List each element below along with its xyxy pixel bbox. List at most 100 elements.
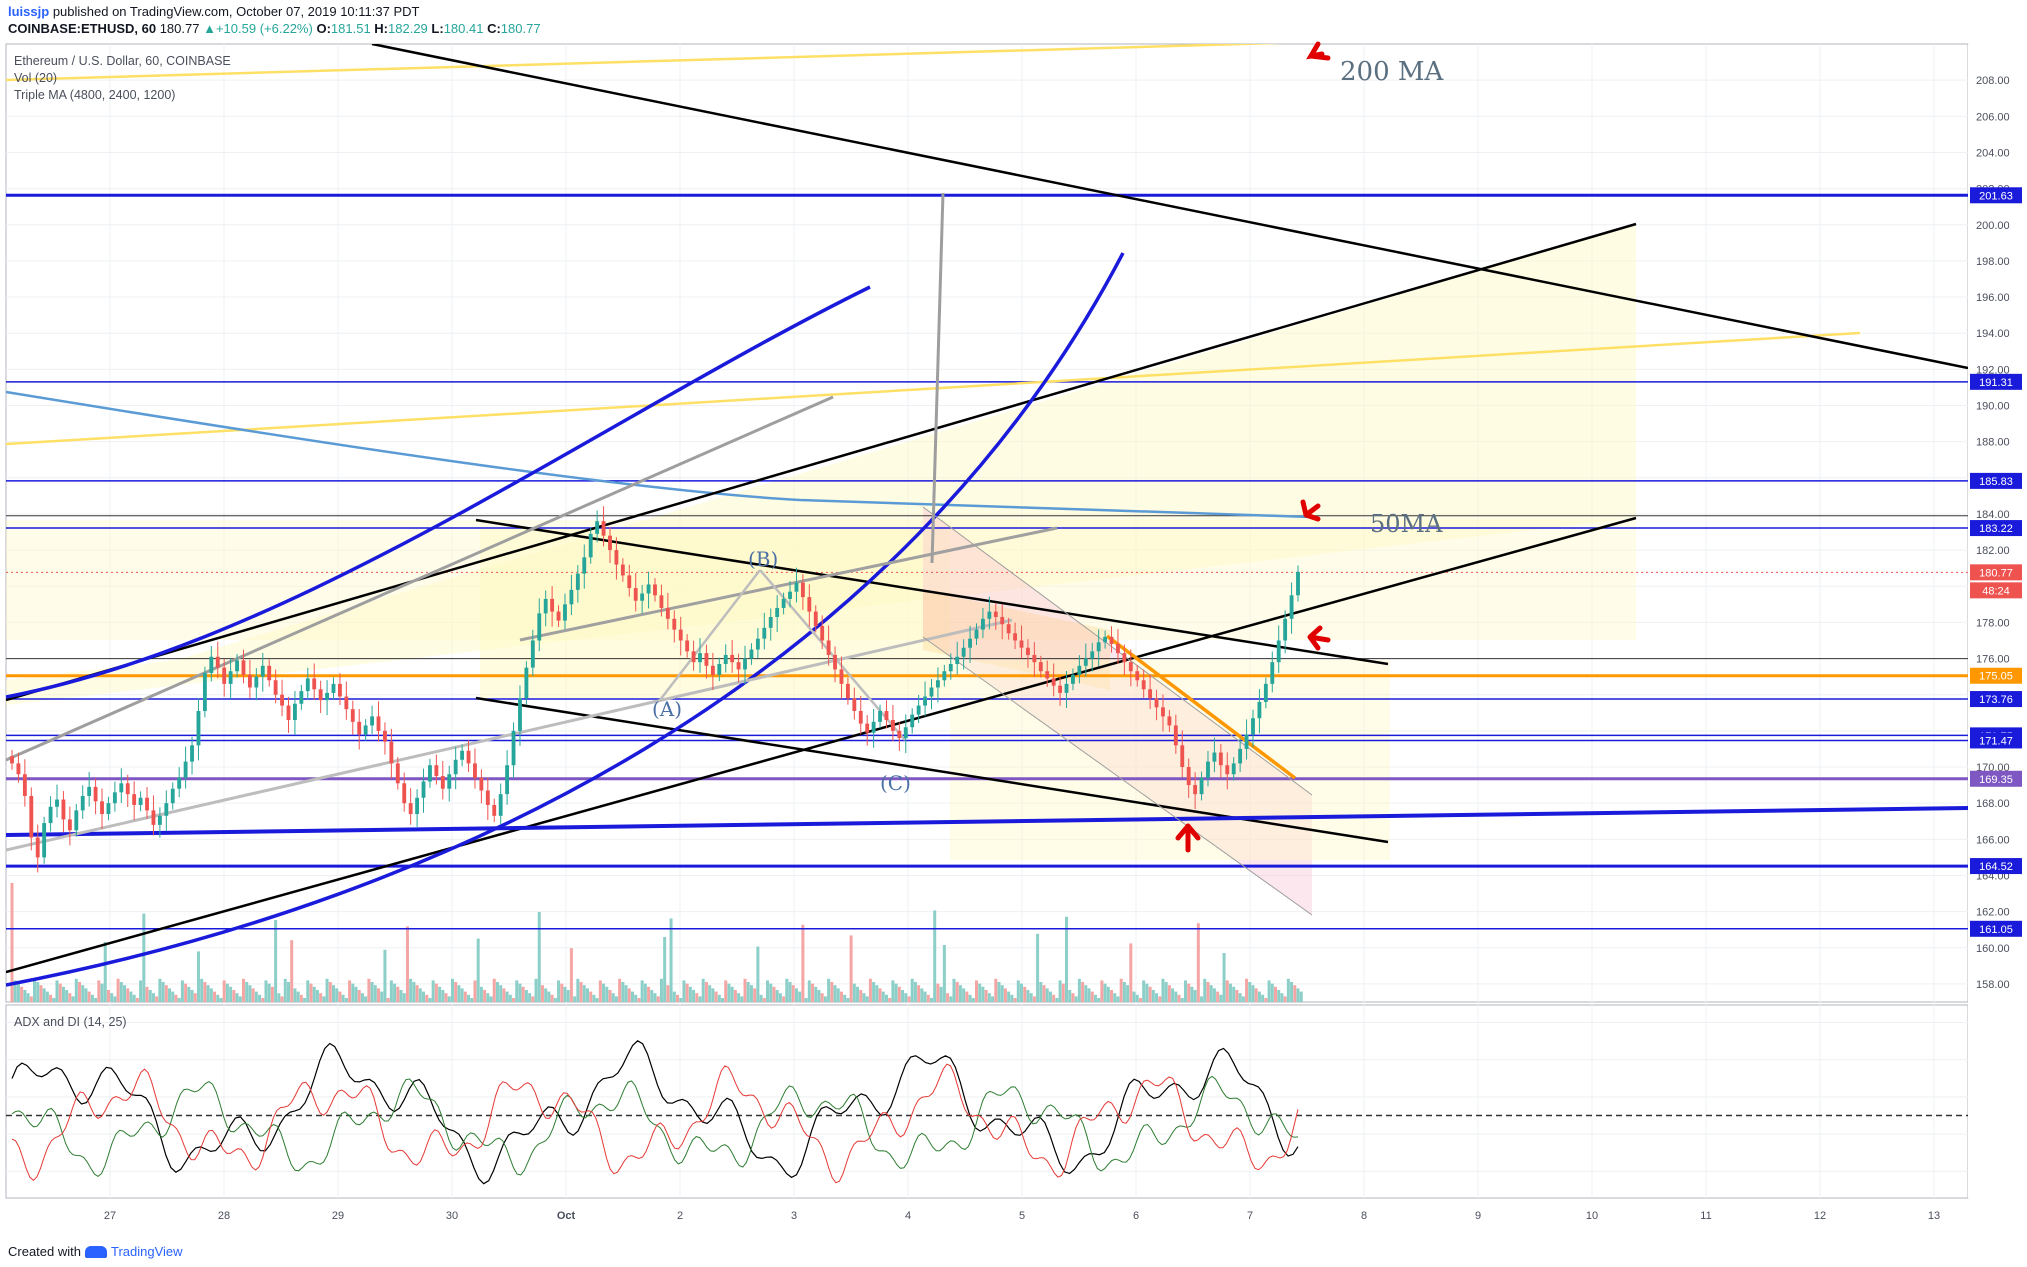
main-pane[interactable] <box>5 43 1969 1003</box>
candle-body <box>736 662 741 670</box>
volume-bar <box>434 983 438 1002</box>
price-chart[interactable]: (A) (B) (C) 200 MA 50MA 10.0020.0030.004… <box>0 40 2027 1240</box>
volume-bar <box>650 990 654 1002</box>
volume-bar <box>827 978 831 1002</box>
volume-bar <box>688 986 692 1002</box>
tradingview-brand[interactable]: TradingView <box>110 1244 183 1259</box>
price-axis: 158.00160.00162.00164.00166.00168.00170.… <box>1968 44 2027 1198</box>
volume-bar <box>913 982 917 1002</box>
volume-bar <box>560 983 564 1002</box>
time-tick-label: 2 <box>677 1210 683 1222</box>
volume-bar <box>733 990 737 1002</box>
volume-bar <box>495 982 499 1002</box>
volume-bar <box>457 985 461 1002</box>
volume-bar <box>1267 980 1271 1002</box>
volume-bar <box>1100 980 1104 1002</box>
volume-bar <box>553 998 557 1002</box>
volume-bar <box>290 940 294 1002</box>
volume-bar <box>332 985 335 1002</box>
volume-bar <box>656 996 660 1002</box>
price-tick-label: 196.00 <box>1976 292 2010 304</box>
volume-bar <box>258 994 262 1002</box>
volume-bar <box>585 988 589 1002</box>
volume-bar <box>975 980 978 1002</box>
candle-body <box>807 597 812 612</box>
volume-bar <box>714 991 718 1002</box>
candle-body <box>839 669 844 684</box>
price-axis-bg <box>1968 44 2027 1198</box>
candle-body <box>1090 651 1095 659</box>
volume-bar <box>1000 985 1004 1002</box>
candle-body <box>1186 767 1191 786</box>
price-level-tag <box>1970 667 2022 684</box>
volume-bar <box>1283 996 1287 1002</box>
time-tick-label: 12 <box>1814 1210 1826 1222</box>
price-level-label: 161.05 <box>1979 924 2013 936</box>
candle-body <box>685 640 690 652</box>
volume-bar <box>1161 978 1165 1002</box>
volume-bar <box>168 988 172 1002</box>
price-tick-label: 184.00 <box>1976 509 2010 521</box>
candle-body <box>1141 680 1146 690</box>
candle-body <box>691 651 696 663</box>
volume-bar <box>782 996 786 1002</box>
volume-bar <box>512 998 516 1002</box>
volume-bar <box>939 986 943 1002</box>
candle-body <box>1096 642 1101 652</box>
volume-bar <box>1077 978 1081 1002</box>
volume-bar <box>42 988 46 1002</box>
volume-bar <box>791 985 795 1002</box>
volume-bar <box>325 978 329 1002</box>
volume-bar <box>1058 980 1062 1002</box>
volume-bar <box>123 985 127 1002</box>
time-tick-label: 30 <box>446 1210 458 1222</box>
candle-body <box>453 759 458 775</box>
volume-bar <box>467 994 471 1002</box>
ma50-label: 50MA <box>1370 510 1443 538</box>
price-level-label: 183.22 <box>1979 523 2013 535</box>
volume-bar <box>357 990 361 1002</box>
time-tick-label: 6 <box>1133 1210 1139 1222</box>
volume-bar <box>450 978 454 1002</box>
volume-bar <box>897 986 901 1002</box>
candle-body <box>215 656 220 668</box>
volume-bar <box>569 948 573 1002</box>
candle-body <box>74 810 79 831</box>
volume-bar <box>26 993 30 1002</box>
candle-body <box>1000 616 1005 625</box>
candle-body <box>157 815 162 825</box>
price-level-tag <box>1970 732 2022 749</box>
volume-bar <box>653 993 657 1002</box>
legend-title: Ethereum / U.S. Dollar, 60, COINBASE <box>14 54 231 68</box>
last-price: 180.77 <box>159 21 200 36</box>
volume-bar <box>1003 988 1007 1002</box>
candle-body <box>29 795 34 838</box>
adx-pane[interactable] <box>5 1004 1969 1199</box>
volume-bar <box>891 980 895 1002</box>
candle-body <box>286 705 291 721</box>
volume-bar <box>29 996 33 1002</box>
volume-bar <box>148 990 152 1002</box>
candle-body <box>1270 662 1275 684</box>
volume-bar <box>958 985 962 1002</box>
volume-bar <box>817 990 821 1002</box>
volume-bar <box>624 985 628 1002</box>
volume-bar <box>412 982 416 1002</box>
volume-bar <box>769 983 773 1002</box>
candle-body <box>1006 624 1011 634</box>
volume-bar <box>804 998 808 1002</box>
candle-body <box>955 656 960 664</box>
volume-bar <box>1045 988 1049 1002</box>
publisher-username[interactable]: luissjp <box>8 4 50 19</box>
volume-bar <box>322 996 326 1002</box>
volume-bars <box>10 883 1303 1002</box>
volume-bar <box>502 988 506 1002</box>
legend-volume: Vol (20) <box>14 71 57 85</box>
candle-body <box>781 598 786 608</box>
candle-body <box>942 671 947 681</box>
candle-body <box>813 611 818 627</box>
channel-zone-pink <box>923 507 1312 915</box>
volume-bar <box>1010 994 1014 1002</box>
candle-body <box>1103 636 1108 643</box>
open-label: O: <box>316 21 331 36</box>
